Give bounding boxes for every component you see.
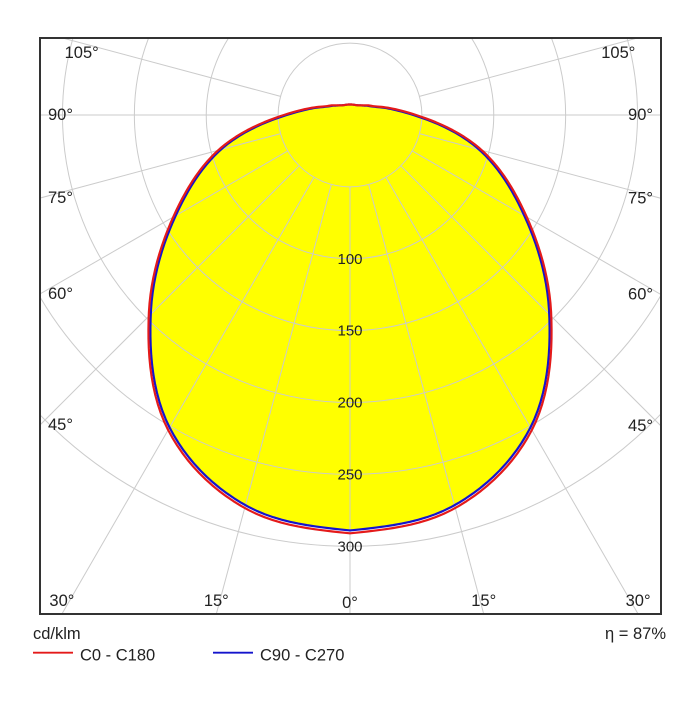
svg-text:90°: 90° — [48, 106, 73, 124]
svg-text:30°: 30° — [49, 592, 74, 610]
svg-text:75°: 75° — [48, 189, 73, 207]
svg-text:C0 - C180: C0 - C180 — [80, 646, 155, 664]
svg-text:90°: 90° — [628, 106, 653, 124]
svg-text:200: 200 — [337, 395, 362, 412]
svg-text:cd/klm: cd/klm — [33, 625, 81, 643]
svg-text:45°: 45° — [48, 416, 73, 434]
svg-text:105°: 105° — [65, 44, 99, 62]
svg-text:300: 300 — [337, 538, 362, 555]
svg-text:15°: 15° — [204, 592, 229, 610]
svg-text:150: 150 — [337, 323, 362, 340]
svg-text:105°: 105° — [601, 44, 635, 62]
svg-text:100: 100 — [337, 251, 362, 268]
svg-text:η = 87%: η = 87% — [605, 625, 666, 643]
svg-text:0°: 0° — [342, 594, 358, 612]
svg-text:45°: 45° — [628, 417, 653, 435]
svg-text:30°: 30° — [626, 592, 651, 610]
svg-text:60°: 60° — [48, 285, 73, 303]
svg-text:15°: 15° — [471, 592, 496, 610]
svg-text:250: 250 — [337, 466, 362, 483]
svg-text:60°: 60° — [628, 286, 653, 304]
svg-text:75°: 75° — [628, 189, 653, 207]
svg-text:C90 - C270: C90 - C270 — [260, 646, 344, 664]
